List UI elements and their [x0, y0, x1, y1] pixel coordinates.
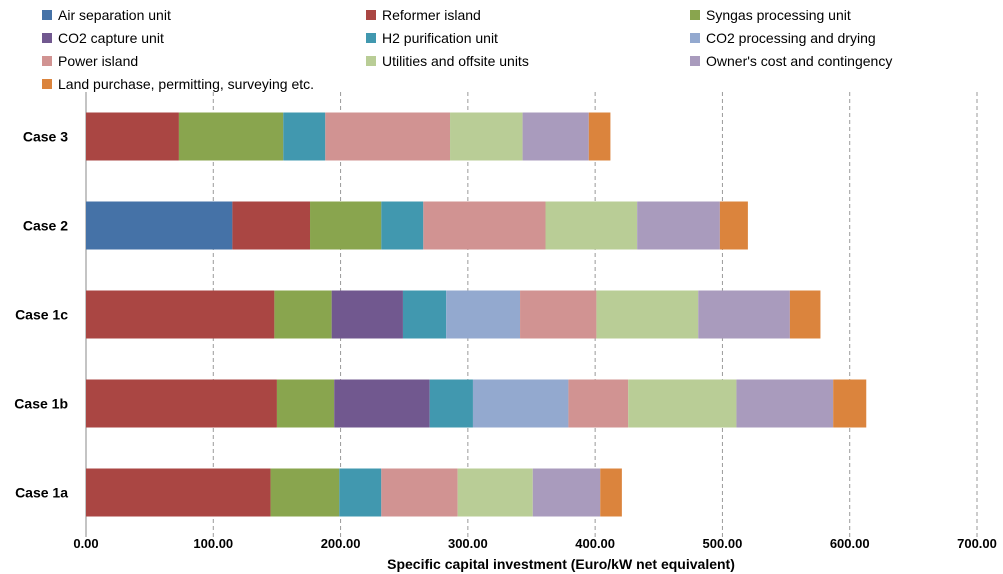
bar-case-2-syngas-processing-unit: [310, 201, 382, 250]
x-tick-label-700: 700.00: [957, 536, 997, 551]
bar-case-3-reformer-island: [86, 112, 179, 161]
legend-label-syngas-processing-unit: Syngas processing unit: [706, 7, 851, 23]
bar-case-1a-land-purchase-permitting-surveying-etc: [600, 468, 622, 517]
bar-case-1b-co2-capture-unit: [334, 379, 430, 428]
legend-swatch-land-purchase-permitting-surveying-etc: [42, 79, 52, 89]
bar-case-3-owner-s-cost-and-contingency: [522, 112, 589, 161]
category-label-case-1b: Case 1b: [14, 396, 68, 412]
bar-case-1a-h2-purification-unit: [339, 468, 382, 517]
x-tick-label-300: 300.00: [448, 536, 488, 551]
legend-label-h2-purification-unit: H2 purification unit: [382, 30, 498, 46]
chart-legend: Air separation unit Reformer island Syngas…: [42, 7, 892, 92]
bar-case-1b-reformer-island: [86, 379, 277, 428]
bar-case-1c-co2-capture-unit: [331, 290, 403, 339]
category-label-case-2: Case 2: [23, 218, 68, 234]
legend-label-air-separation-unit: Air separation unit: [58, 7, 171, 23]
legend-swatch-air-separation-unit: [42, 10, 52, 20]
legend-label-power-island: Power island: [58, 53, 138, 69]
bar-case-2-land-purchase-permitting-surveying-etc: [719, 201, 748, 250]
category-axis-labels: Case 3 Case 2 Case 1c Case 1b Case 1a: [14, 129, 68, 501]
bar-case-1a-utilities-and-offsite-units: [457, 468, 533, 517]
category-label-case-3: Case 3: [23, 129, 68, 145]
legend-swatch-utilities-and-offsite-units: [366, 56, 376, 66]
bar-case-1c-owner-s-cost-and-contingency: [698, 290, 790, 339]
bar-case-1b-power-island: [568, 379, 629, 428]
legend-label-utilities-and-offsite-units: Utilities and offsite units: [382, 53, 529, 69]
x-tick-label-400: 400.00: [575, 536, 615, 551]
bar-case-3-syngas-processing-unit: [178, 112, 284, 161]
bar-case-3-utilities-and-offsite-units: [450, 112, 523, 161]
legend-label-land-purchase-permitting-surveying-etc: Land purchase, permitting, surveying etc…: [58, 76, 314, 92]
x-tick-label-100: 100.00: [193, 536, 233, 551]
x-axis-title: Specific capital investment (Euro/kW net…: [387, 556, 735, 572]
bar-case-1b-h2-purification-unit: [429, 379, 473, 428]
bar-case-2-air-separation-unit: [86, 201, 233, 250]
bar-case-2-power-island: [423, 201, 546, 250]
bar-case-1a-owner-s-cost-and-contingency: [532, 468, 601, 517]
legend-label-co2-capture-unit: CO2 capture unit: [58, 30, 164, 46]
bar-case-3-h2-purification-unit: [283, 112, 326, 161]
legend-swatch-co2-capture-unit: [42, 33, 52, 43]
legend-swatch-power-island: [42, 56, 52, 66]
legend-label-reformer-island: Reformer island: [382, 7, 481, 23]
bar-case-1b-land-purchase-permitting-surveying-etc: [833, 379, 867, 428]
value-axis-ticks: 0.00 100.00 200.00 300.00 400.00 500.00 600.00…: [73, 536, 997, 551]
bar-case-1c-utilities-and-offsite-units: [596, 290, 699, 339]
x-tick-label-500: 500.00: [703, 536, 743, 551]
bar-case-1c-syngas-processing-unit: [274, 290, 332, 339]
legend-swatch-syngas-processing-unit: [690, 10, 700, 20]
category-label-case-1c: Case 1c: [15, 307, 68, 323]
bar-case-2-utilities-and-offsite-units: [545, 201, 638, 250]
bar-case-2-reformer-island: [232, 201, 311, 250]
bar-case-1b-utilities-and-offsite-units: [628, 379, 737, 428]
legend-swatch-owner-s-cost-and-contingency: [690, 56, 700, 66]
bar-case-1a-reformer-island: [86, 468, 271, 517]
bar-case-1c-power-island: [520, 290, 597, 339]
category-label-case-1a: Case 1a: [15, 485, 68, 501]
bar-case-1b-owner-s-cost-and-contingency: [736, 379, 834, 428]
chart-bars: [86, 112, 867, 517]
bar-case-1b-co2-processing-and-drying: [472, 379, 569, 428]
bar-case-1b-syngas-processing-unit: [276, 379, 335, 428]
bar-case-2-h2-purification-unit: [381, 201, 424, 250]
bar-case-2-owner-s-cost-and-contingency: [637, 201, 720, 250]
legend-label-owner-s-cost-and-contingency: Owner's cost and contingency: [706, 53, 892, 69]
bar-case-1c-co2-processing-and-drying: [446, 290, 521, 339]
legend-label-co2-processing-and-drying: CO2 processing and drying: [706, 30, 876, 46]
legend-swatch-co2-processing-and-drying: [690, 33, 700, 43]
x-tick-label-200: 200.00: [321, 536, 361, 551]
bar-case-1a-power-island: [381, 468, 458, 517]
x-tick-label-600: 600.00: [830, 536, 870, 551]
legend-swatch-h2-purification-unit: [366, 33, 376, 43]
bar-case-3-land-purchase-permitting-surveying-etc: [588, 112, 611, 161]
bar-case-1a-syngas-processing-unit: [270, 468, 340, 517]
bar-case-3-power-island: [325, 112, 451, 161]
x-tick-label-0: 0.00: [73, 536, 98, 551]
bar-case-1c-reformer-island: [86, 290, 275, 339]
bar-case-1c-land-purchase-permitting-surveying-etc: [789, 290, 821, 339]
legend-swatch-reformer-island: [366, 10, 376, 20]
bar-case-1c-h2-purification-unit: [402, 290, 447, 339]
